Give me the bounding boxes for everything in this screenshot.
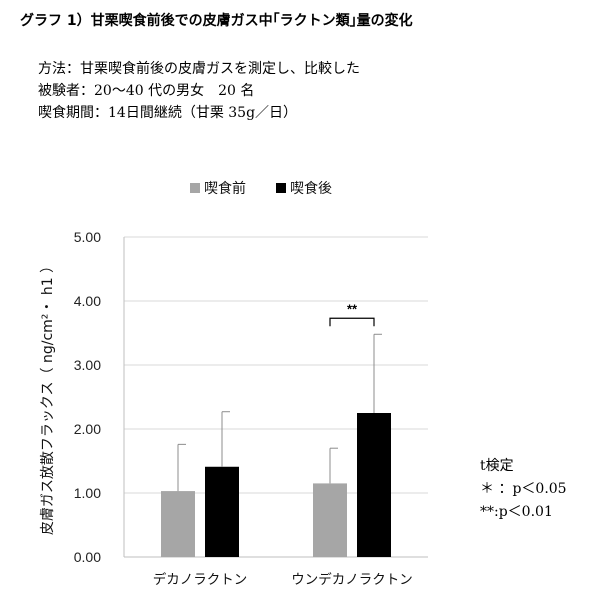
- bar: [313, 483, 347, 557]
- stat-notes: t検定 ＊ ：p＜0.05 **:p＜0.01: [480, 455, 567, 524]
- y-tick-label: 2.00: [74, 421, 101, 437]
- y-tick-label: 3.00: [74, 357, 101, 373]
- significance-bracket: [329, 317, 375, 327]
- y-tick-label: 5.00: [74, 229, 101, 245]
- bar: [357, 413, 391, 557]
- legend: 喫食前 喫食後: [190, 180, 332, 197]
- method-block: 方法：甘栗喫食前後の皮膚ガスを測定し、比較した 被験者：20～40 代の男女 2…: [38, 58, 360, 124]
- method-line-3: 喫食期間：14日間継続（甘栗 35g／日）: [38, 105, 298, 121]
- y-axis-label: 皮膚ガス放散フラックス（ ng/cm²・ h1 ）: [40, 259, 56, 535]
- legend-swatch: [190, 183, 200, 193]
- category-labels: デカノラクトン ウンデカノラクトン: [153, 571, 413, 588]
- y-tick-label: 0.00: [74, 549, 101, 565]
- legend-label: 喫食前: [204, 180, 246, 197]
- bars: [161, 413, 391, 557]
- stat-notes-line-2: **:p＜0.01: [480, 504, 553, 520]
- legend-label: 喫食後: [290, 180, 332, 197]
- bar: [161, 491, 195, 557]
- bar: [205, 466, 239, 557]
- stat-notes-title: t検定: [480, 458, 514, 474]
- method-line-1: 方法：甘栗喫食前後の皮膚ガスを測定し、比較した: [38, 61, 360, 77]
- chart-title: グラフ 1）甘栗喫食前後での皮膚ガス中｢ラクトン類｣量の変化: [20, 13, 413, 29]
- stat-notes-line-1: ＊ ：p＜0.05: [480, 481, 567, 497]
- category-label: ウンデカノラクトン: [291, 571, 413, 588]
- method-line-2: 被験者：20～40 代の男女 20 名: [38, 83, 255, 99]
- category-label: デカノラクトン: [153, 571, 248, 588]
- y-tick-label: 4.00: [74, 293, 101, 309]
- y-tick-labels: 0.00 1.00 2.00 3.00 4.00 5.00: [74, 229, 101, 565]
- significance-label: **: [347, 301, 358, 316]
- significance-annotations: **: [329, 301, 375, 327]
- y-tick-label: 1.00: [74, 485, 101, 501]
- error-bars: [177, 333, 382, 492]
- legend-swatch: [276, 183, 286, 193]
